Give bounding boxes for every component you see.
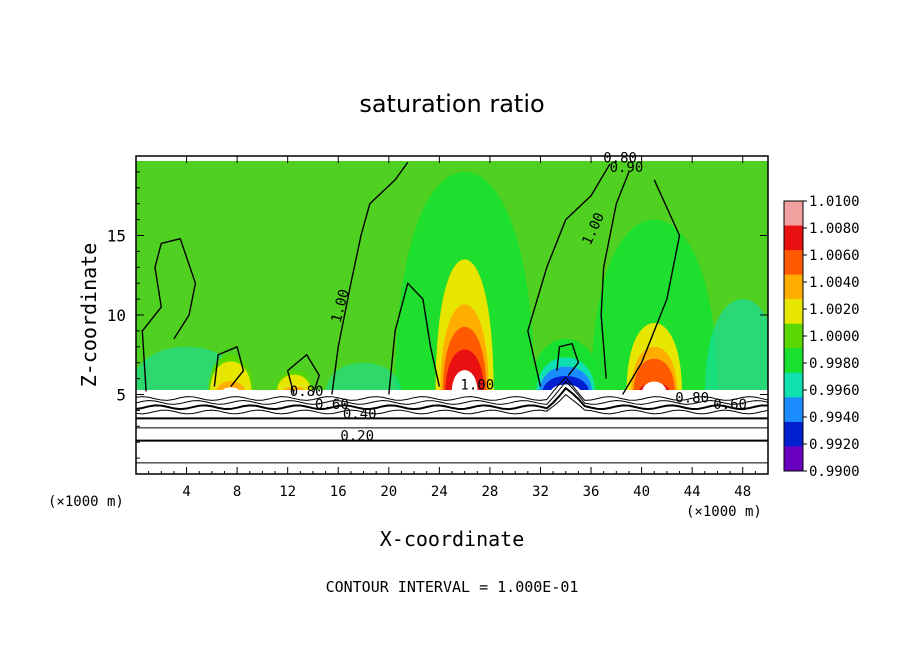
colorbar-label: 1.0060 — [809, 248, 860, 264]
contour-lines — [136, 161, 768, 464]
x-tick-label: 36 — [583, 484, 600, 500]
colorbar-swatch — [784, 348, 803, 374]
contour-label: 0.80 — [675, 390, 709, 406]
contour-line — [136, 376, 768, 401]
contour-label: 0.60 — [713, 397, 747, 413]
contour-line — [136, 386, 768, 411]
chart-title: saturation ratio — [359, 90, 544, 118]
contour-label: 0.80 — [603, 150, 637, 166]
colorbar-label: 1.0020 — [809, 302, 860, 318]
contour-line-one — [286, 354, 320, 395]
contour-line-one — [556, 342, 580, 376]
contour-line — [136, 393, 768, 415]
field-plume — [325, 362, 402, 395]
contour-label: 1.00 — [460, 378, 494, 394]
x-tick-label: 16 — [330, 484, 347, 500]
field-plume — [591, 219, 718, 395]
colorbar: 1.0100 1.0080 1.0060 1.0040 1.0020 1.0000 0.99… — [783, 194, 860, 480]
contour-line — [136, 381, 768, 405]
colorbar-label: 0.9900 — [809, 464, 860, 480]
field-plume — [704, 299, 768, 395]
contour-line-one — [600, 171, 630, 379]
x-tick-label: 4 — [182, 484, 190, 500]
contour-label: 0.90 — [610, 160, 644, 176]
colorbar-swatch — [784, 323, 803, 349]
contour-line-one — [213, 346, 245, 387]
colorbar-swatch — [784, 201, 803, 227]
x-axis-label: X-coordinate — [380, 527, 525, 551]
y-tick-label: 10 — [107, 306, 126, 325]
x-tick-label: 8 — [233, 484, 241, 500]
colorbar-label: 1.0080 — [809, 221, 860, 237]
contour-line-one — [331, 161, 409, 395]
colorbar-label: 1.0100 — [809, 194, 860, 210]
contour-line-one — [388, 282, 441, 395]
colorbar-swatch — [784, 397, 803, 423]
colorbar-label: 1.0040 — [809, 275, 860, 291]
y-tick-label: 5 — [116, 386, 126, 405]
contour-line-one — [527, 163, 611, 387]
field-features — [136, 171, 768, 395]
contour-interval-footer: CONTOUR INTERVAL = 1.000E-01 — [326, 578, 579, 596]
x-tick-label: 20 — [380, 484, 397, 500]
x-axis: 4 8 12 16 20 24 28 32 36 40 44 48 — [148, 156, 756, 500]
y-axis: 5 10 15 — [107, 171, 768, 459]
plot-area — [136, 156, 768, 474]
contour-label: 0.20 — [340, 429, 374, 445]
colorbar-swatch — [784, 372, 803, 398]
colorbar-swatch — [784, 446, 803, 472]
colorbar-label: 0.9940 — [809, 410, 860, 426]
colorbar-swatch — [784, 225, 803, 251]
y-tick-label: 15 — [107, 227, 126, 246]
contour-label: 0.40 — [343, 406, 377, 422]
x-tick-label: 32 — [532, 484, 549, 500]
x-tick-label: 44 — [684, 484, 701, 500]
top-edge — [136, 156, 768, 161]
x-tick-label: 24 — [431, 484, 448, 500]
x-unit-right: (×1000 m) — [686, 504, 762, 520]
contour-label: 0.60 — [315, 397, 349, 413]
colorbar-label: 1.0000 — [809, 329, 860, 345]
y-axis-label: Z-coordinate — [77, 243, 101, 388]
x-tick-label: 28 — [481, 484, 498, 500]
contour-label: 0.80 — [290, 384, 324, 400]
x-tick-label: 12 — [279, 484, 296, 500]
contour-line-one — [622, 179, 681, 395]
x-unit-left: (×1000 m) — [48, 494, 124, 510]
contour-line-one — [141, 237, 197, 392]
colorbar-label: 0.9920 — [809, 437, 860, 453]
colorbar-swatch — [784, 299, 803, 325]
colorbar-swatch — [784, 250, 803, 276]
x-tick-label: 48 — [734, 484, 751, 500]
colorbar-label: 0.9960 — [809, 383, 860, 399]
colorbar-swatch — [784, 421, 803, 447]
colorbar-swatch — [784, 274, 803, 300]
field-plume — [451, 370, 478, 395]
x-tick-label: 40 — [633, 484, 650, 500]
colorbar-label: 0.9980 — [809, 356, 860, 372]
